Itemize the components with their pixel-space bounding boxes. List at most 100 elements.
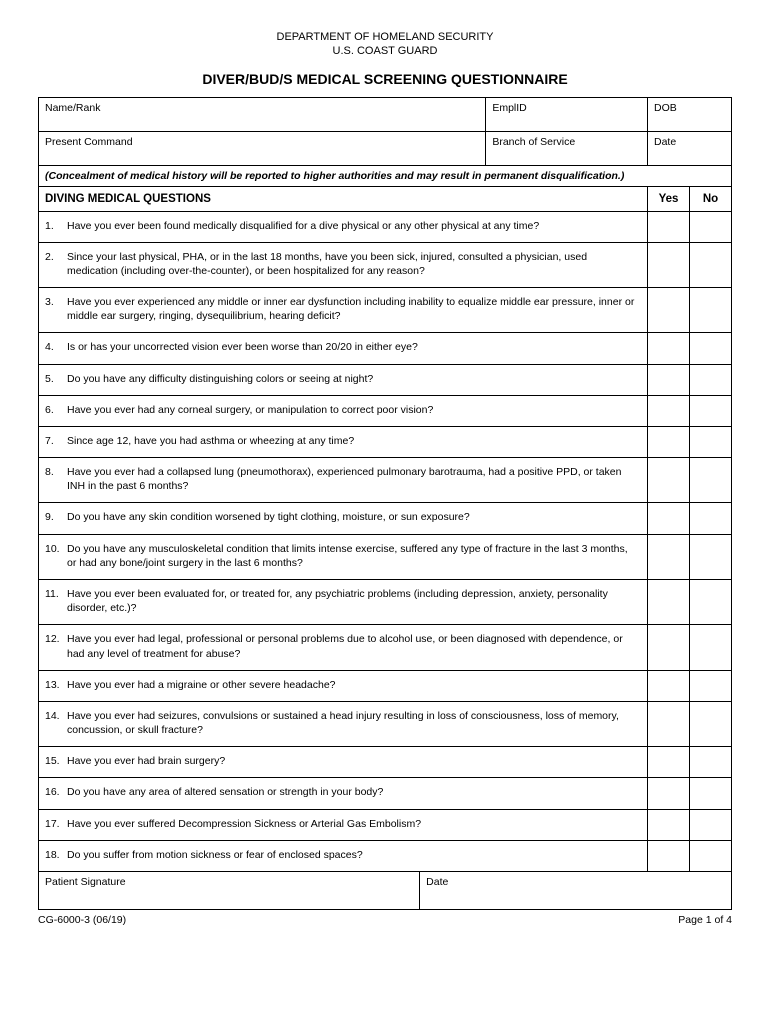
- question-number: 7.: [45, 434, 67, 448]
- question-row: 15.Have you ever had brain surgery?: [39, 747, 732, 778]
- yes-checkbox[interactable]: [648, 809, 690, 840]
- question-number: 14.: [45, 709, 67, 723]
- question-text: Is or has your uncorrected vision ever b…: [67, 340, 637, 354]
- page-number: Page 1 of 4: [678, 914, 732, 926]
- question-cell: 4.Is or has your uncorrected vision ever…: [39, 333, 648, 364]
- question-row: 5.Do you have any difficulty distinguish…: [39, 364, 732, 395]
- yes-checkbox[interactable]: [648, 288, 690, 333]
- form-title: DIVER/BUD/S MEDICAL SCREENING QUESTIONNA…: [38, 71, 732, 87]
- no-checkbox[interactable]: [690, 458, 732, 503]
- no-checkbox[interactable]: [690, 242, 732, 287]
- no-checkbox[interactable]: [690, 333, 732, 364]
- yes-checkbox[interactable]: [648, 426, 690, 457]
- question-row: 2.Since your last physical, PHA, or in t…: [39, 242, 732, 287]
- yes-checkbox[interactable]: [648, 242, 690, 287]
- agency-line: U.S. COAST GUARD: [38, 44, 732, 58]
- command-field[interactable]: Present Command: [39, 131, 486, 165]
- question-row: 8.Have you ever had a collapsed lung (pn…: [39, 458, 732, 503]
- no-checkbox[interactable]: [690, 747, 732, 778]
- yes-checkbox[interactable]: [648, 778, 690, 809]
- question-number: 4.: [45, 340, 67, 354]
- question-number: 11.: [45, 587, 67, 601]
- no-checkbox[interactable]: [690, 625, 732, 670]
- question-text: Do you have any difficulty distinguishin…: [67, 372, 637, 386]
- question-number: 16.: [45, 785, 67, 799]
- no-checkbox[interactable]: [690, 534, 732, 579]
- no-checkbox[interactable]: [690, 840, 732, 871]
- question-number: 3.: [45, 295, 67, 309]
- dob-field[interactable]: DOB: [648, 97, 732, 131]
- question-text: Have you ever had seizures, convulsions …: [67, 709, 637, 737]
- question-cell: 2.Since your last physical, PHA, or in t…: [39, 242, 648, 287]
- page-footer: CG-6000-3 (06/19) Page 1 of 4: [38, 914, 732, 926]
- question-number: 12.: [45, 632, 67, 646]
- question-cell: 6.Have you ever had any corneal surgery,…: [39, 395, 648, 426]
- yes-checkbox[interactable]: [648, 701, 690, 746]
- emplid-field[interactable]: EmplID: [486, 97, 648, 131]
- question-text: Have you ever had brain surgery?: [67, 754, 637, 768]
- question-cell: 17.Have you ever suffered Decompression …: [39, 809, 648, 840]
- yes-checkbox[interactable]: [648, 364, 690, 395]
- question-number: 6.: [45, 403, 67, 417]
- branch-field[interactable]: Branch of Service: [486, 131, 648, 165]
- question-text: Do you have any musculoskeletal conditio…: [67, 542, 637, 570]
- no-checkbox[interactable]: [690, 778, 732, 809]
- no-checkbox[interactable]: [690, 580, 732, 625]
- signature-row: Patient Signature Date: [39, 871, 732, 909]
- no-checkbox[interactable]: [690, 364, 732, 395]
- question-row: 6.Have you ever had any corneal surgery,…: [39, 395, 732, 426]
- question-text: Do you suffer from motion sickness or fe…: [67, 848, 637, 862]
- question-number: 13.: [45, 678, 67, 692]
- question-cell: 8.Have you ever had a collapsed lung (pn…: [39, 458, 648, 503]
- question-number: 5.: [45, 372, 67, 386]
- identity-row-2: Present Command Branch of Service Date: [39, 131, 732, 165]
- header-department: DEPARTMENT OF HOMELAND SECURITY U.S. COA…: [38, 30, 732, 59]
- question-row: 14.Have you ever had seizures, convulsio…: [39, 701, 732, 746]
- yes-checkbox[interactable]: [648, 333, 690, 364]
- yes-checkbox[interactable]: [648, 503, 690, 534]
- question-text: Since age 12, have you had asthma or whe…: [67, 434, 637, 448]
- patient-signature-field[interactable]: Patient Signature: [39, 871, 420, 909]
- question-text: Have you ever been found medically disqu…: [67, 219, 637, 233]
- question-cell: 1.Have you ever been found medically dis…: [39, 211, 648, 242]
- question-row: 9.Do you have any skin condition worsene…: [39, 503, 732, 534]
- date-field[interactable]: Date: [648, 131, 732, 165]
- question-number: 8.: [45, 465, 67, 479]
- question-cell: 12.Have you ever had legal, professional…: [39, 625, 648, 670]
- yes-header: Yes: [648, 186, 690, 211]
- no-checkbox[interactable]: [690, 211, 732, 242]
- yes-checkbox[interactable]: [648, 747, 690, 778]
- no-checkbox[interactable]: [690, 809, 732, 840]
- question-cell: 7.Since age 12, have you had asthma or w…: [39, 426, 648, 457]
- question-cell: 16.Do you have any area of altered sensa…: [39, 778, 648, 809]
- identity-row-1: Name/Rank EmplID DOB: [39, 97, 732, 131]
- question-number: 1.: [45, 219, 67, 233]
- question-cell: 3.Have you ever experienced any middle o…: [39, 288, 648, 333]
- question-number: 2.: [45, 250, 67, 264]
- no-checkbox[interactable]: [690, 395, 732, 426]
- form-id: CG-6000-3 (06/19): [38, 914, 126, 926]
- no-checkbox[interactable]: [690, 426, 732, 457]
- question-text: Have you ever had a migraine or other se…: [67, 678, 637, 692]
- question-row: 18.Do you suffer from motion sickness or…: [39, 840, 732, 871]
- name-rank-field[interactable]: Name/Rank: [39, 97, 486, 131]
- no-checkbox[interactable]: [690, 503, 732, 534]
- question-row: 11.Have you ever been evaluated for, or …: [39, 580, 732, 625]
- question-row: 17.Have you ever suffered Decompression …: [39, 809, 732, 840]
- signature-date-field[interactable]: Date: [420, 871, 732, 909]
- yes-checkbox[interactable]: [648, 670, 690, 701]
- question-text: Have you ever been evaluated for, or tre…: [67, 587, 637, 615]
- yes-checkbox[interactable]: [648, 458, 690, 503]
- question-number: 9.: [45, 510, 67, 524]
- no-checkbox[interactable]: [690, 701, 732, 746]
- no-header: No: [690, 186, 732, 211]
- no-checkbox[interactable]: [690, 670, 732, 701]
- yes-checkbox[interactable]: [648, 395, 690, 426]
- yes-checkbox[interactable]: [648, 580, 690, 625]
- yes-checkbox[interactable]: [648, 625, 690, 670]
- yes-checkbox[interactable]: [648, 534, 690, 579]
- yes-checkbox[interactable]: [648, 840, 690, 871]
- question-row: 13.Have you ever had a migraine or other…: [39, 670, 732, 701]
- no-checkbox[interactable]: [690, 288, 732, 333]
- yes-checkbox[interactable]: [648, 211, 690, 242]
